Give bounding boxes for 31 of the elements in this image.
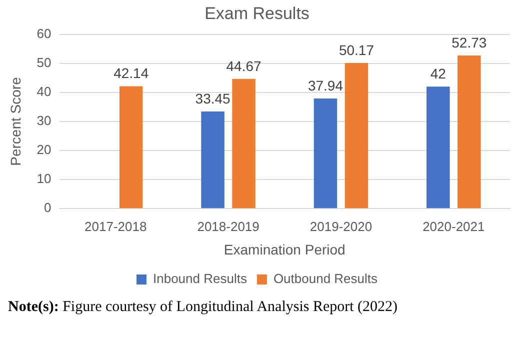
y-tick-label: 50 — [36, 55, 52, 70]
y-axis-title: Percent Score — [7, 76, 24, 166]
y-tick-label: 10 — [36, 171, 52, 186]
bar — [426, 86, 450, 208]
data-label: 50.17 — [338, 42, 374, 58]
data-label: 44.67 — [226, 58, 262, 74]
x-tick-label: 2019-2020 — [310, 218, 372, 234]
chart-title: Exam Results — [204, 4, 310, 23]
legend-label: Inbound Results — [152, 271, 248, 286]
y-tick-label: 20 — [36, 142, 52, 158]
text: Note(s): Figure courtesy of Longitudinal Analysis Report (2022) — [8, 298, 399, 317]
y-tick-label: 0 — [44, 200, 52, 216]
bar — [119, 86, 143, 208]
data-label: 37.94 — [308, 77, 344, 94]
bar — [232, 78, 256, 208]
data-label: 42 — [430, 66, 446, 82]
data-label: 42.14 — [114, 65, 149, 82]
x-axis-title: Examination Period — [224, 241, 346, 258]
bar — [314, 98, 338, 208]
legend-label: Outbound Results — [273, 271, 378, 286]
y-tick-label: 40 — [36, 84, 52, 100]
x-tick-label: 2017-2018 — [84, 218, 147, 234]
x-tick-label: 2018-2019 — [197, 218, 260, 234]
bar — [344, 62, 368, 208]
data-label: 33.45 — [195, 90, 231, 106]
x-tick-label: 2020-2021 — [422, 218, 485, 234]
bar — [458, 56, 481, 208]
y-tick-label: 60 — [36, 26, 52, 41]
y-tick-label: 30 — [36, 113, 52, 128]
data-label: 52.73 — [452, 34, 487, 50]
bar — [201, 111, 224, 208]
